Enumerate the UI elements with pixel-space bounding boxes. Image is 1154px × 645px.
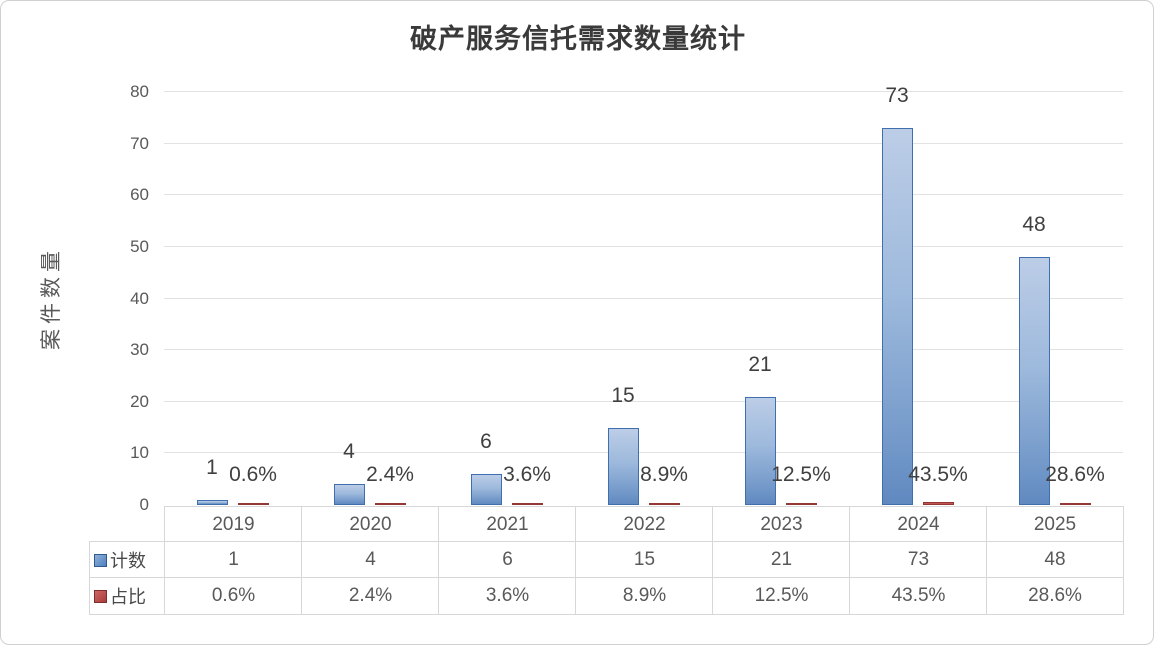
table-cell-pct-2022: 8.9%: [575, 577, 713, 615]
pct-label-2020: 2.4%: [366, 463, 414, 486]
bar-count-2022: [607, 427, 639, 505]
gridline: [164, 297, 1123, 299]
gridline: [164, 452, 1123, 454]
table-cell-count-2019: 1: [164, 541, 302, 578]
y-tick-label: 10: [130, 443, 149, 463]
chart-title: 破产服务信托需求数量统计: [410, 24, 746, 55]
series-name: 占比: [110, 587, 146, 608]
gridline: [164, 400, 1123, 402]
bar-pct-2025: [1059, 502, 1091, 505]
gridline: [164, 194, 1123, 196]
count-label-2023: 21: [748, 352, 772, 376]
table-header-2019: 2019: [164, 506, 302, 542]
gridline: [164, 349, 1123, 351]
count-label-2020: 4: [343, 440, 355, 464]
count-label-2025: 48: [1022, 213, 1046, 237]
gridline: [164, 142, 1123, 144]
table-cell-count-2022: 15: [575, 541, 713, 578]
bar-count-2023: [744, 396, 776, 505]
bar-count-2019: [196, 499, 228, 505]
count-label-2022: 15: [611, 383, 635, 407]
table-row-label-pct: 占比: [89, 577, 164, 615]
table-cell-pct-2021: 3.6%: [438, 577, 576, 615]
table-header-2021: 2021: [438, 506, 576, 542]
bar-count-2021: [470, 474, 502, 505]
y-axis-title: 案件数量: [39, 246, 63, 350]
bar-pct-2020: [374, 502, 406, 505]
count-legend-icon: [94, 553, 107, 567]
table-header-2022: 2022: [575, 506, 713, 542]
y-tick-label: 0: [139, 495, 149, 514]
bar-count-2020: [333, 484, 365, 505]
bar-count-2025: [1018, 257, 1050, 505]
pct-label-2023: 12.5%: [771, 463, 831, 486]
y-tick-label: 50: [130, 236, 149, 256]
pct-label-2024: 43.5%: [908, 463, 968, 486]
table-row-label-count: 计数: [89, 541, 164, 578]
table-cell-pct-2020: 2.4%: [301, 577, 439, 615]
table-cell-pct-2024: 43.5%: [849, 577, 987, 615]
count-label-2024: 73: [885, 84, 909, 108]
pct-label-2025: 28.6%: [1045, 463, 1105, 486]
series-name: 计数: [110, 551, 146, 572]
bar-count-2024: [881, 128, 913, 505]
table-header-2024: 2024: [849, 506, 987, 542]
bar-pct-2021: [511, 502, 543, 505]
table-cell-pct-2025: 28.6%: [986, 577, 1124, 615]
pct-label-2019: 0.6%: [229, 463, 277, 486]
table-cell-count-2021: 6: [438, 541, 576, 578]
bar-pct-2022: [648, 502, 680, 505]
gridline: [164, 91, 1123, 92]
table-cell-count-2020: 4: [301, 541, 439, 578]
pct-label-2022: 8.9%: [640, 463, 688, 486]
y-tick-label: 80: [130, 82, 149, 101]
count-label-2019: 1: [206, 455, 218, 479]
y-tick-label: 70: [130, 133, 149, 153]
bar-pct-2023: [785, 502, 817, 505]
table-cell-count-2024: 73: [849, 541, 987, 578]
bar-pct-2024: [922, 501, 954, 505]
table-header-2020: 2020: [301, 506, 439, 542]
table-cell-count-2025: 48: [986, 541, 1124, 578]
table-cell-pct-2023: 12.5%: [712, 577, 850, 615]
y-tick-label: 40: [130, 288, 149, 308]
table-header-2025: 2025: [986, 506, 1124, 542]
gridline: [164, 245, 1123, 247]
y-tick-label: 60: [130, 185, 149, 205]
bar-pct-2019: [237, 502, 269, 505]
table-header-2023: 2023: [712, 506, 850, 542]
pct-legend-icon: [94, 589, 107, 603]
pct-label-2021: 3.6%: [503, 463, 551, 486]
y-tick-label: 30: [130, 340, 149, 360]
count-label-2021: 6: [480, 430, 492, 454]
y-tick-label: 20: [130, 391, 149, 411]
table-cell-pct-2019: 0.6%: [164, 577, 302, 615]
table-cell-count-2023: 21: [712, 541, 850, 578]
